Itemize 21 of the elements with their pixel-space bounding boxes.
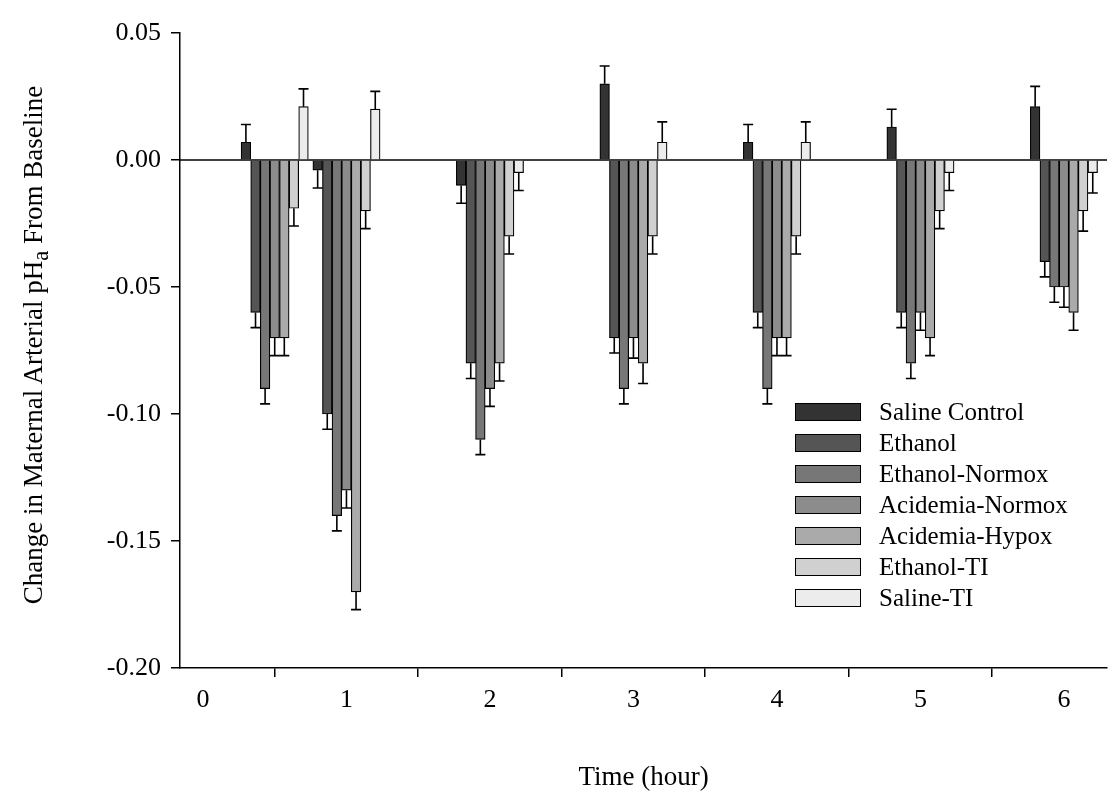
legend-label: Ethanol-TI [879, 552, 989, 581]
y-tick-label: -0.10 [106, 397, 161, 427]
x-tick-label: 3 [626, 684, 640, 714]
y-tick-label: -0.20 [106, 651, 161, 681]
y-tick-label: -0.05 [106, 270, 161, 300]
x-tick-label: 0 [196, 684, 210, 714]
legend-label: Saline Control [879, 397, 1025, 426]
x-tick-label: 5 [913, 684, 927, 714]
x-tick-label: 4 [770, 684, 784, 714]
x-tick-label: 6 [1057, 684, 1071, 714]
x-axis-title: Time (hour) [578, 760, 709, 791]
y-tick-label: 0.05 [115, 16, 161, 46]
legend-label: Acidemia-Normox [879, 490, 1068, 519]
x-tick-label: 1 [339, 684, 353, 714]
legend-label: Ethanol-Normox [879, 459, 1049, 488]
x-tick-label: 2 [483, 684, 497, 714]
legend-label: Saline-TI [879, 583, 974, 612]
y-tick-label: 0.00 [115, 143, 161, 173]
y-tick-label: -0.15 [106, 524, 161, 554]
legend-label: Acidemia-Hypox [879, 521, 1053, 550]
legend-label: Ethanol [879, 428, 957, 457]
